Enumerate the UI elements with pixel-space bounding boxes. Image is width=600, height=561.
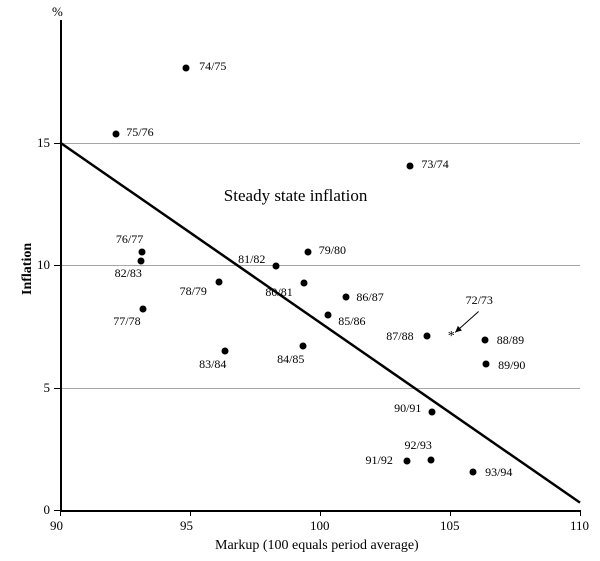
y-tick-label: 15	[37, 135, 50, 151]
scatter-point-label: 78/79	[180, 284, 207, 299]
x-tick-label: 90	[50, 518, 63, 534]
y-tick	[54, 265, 60, 266]
x-tick-label: 100	[310, 518, 330, 534]
scatter-point-dot	[215, 279, 222, 286]
arrow-head-icon	[455, 326, 462, 332]
y-unit-label: %	[52, 4, 63, 20]
scatter-point-dot	[423, 333, 430, 340]
scatter-point-dot	[427, 456, 434, 463]
scatter-point-label: 91/92	[366, 453, 393, 468]
x-tick	[580, 510, 581, 516]
y-tick	[54, 510, 60, 511]
scatter-point-dot	[112, 130, 119, 137]
scatter-point-label: 73/74	[421, 157, 448, 172]
scatter-point-label: 81/82	[238, 252, 265, 267]
scatter-point-dot	[324, 312, 331, 319]
scatter-point-label: 74/75	[199, 59, 226, 74]
y-axis	[60, 20, 62, 510]
x-tick-label: 110	[570, 518, 589, 534]
scatter-point-label: 92/93	[405, 438, 432, 453]
y-tick-label: 5	[44, 380, 51, 396]
scatter-point-label: 88/89	[497, 333, 524, 348]
y-tick-label: 10	[37, 257, 50, 273]
scatter-point-dot	[140, 306, 147, 313]
x-tick	[320, 510, 321, 516]
scatter-point-label: 93/94	[485, 465, 512, 480]
arrow-line	[455, 312, 478, 333]
steady-state-label: Steady state inflation	[224, 186, 368, 206]
scatter-point-label: 76/77	[116, 232, 143, 247]
x-tick-label: 95	[180, 518, 193, 534]
scatter-point-dot	[483, 361, 490, 368]
scatter-point-dot	[183, 64, 190, 71]
scatter-point-dot	[482, 336, 489, 343]
scatter-point-dot	[137, 258, 144, 265]
scatter-point-label: 85/86	[338, 314, 365, 329]
y-gridline	[60, 143, 580, 144]
x-tick	[60, 510, 61, 516]
scatter-point-dot	[305, 248, 312, 255]
scatter-point-label: 77/78	[113, 314, 140, 329]
scatter-point-dot	[222, 347, 229, 354]
scatter-point-label: 87/88	[386, 329, 413, 344]
y-axis-title: Inflation	[20, 243, 36, 295]
x-tick	[450, 510, 451, 516]
scatter-point-dot	[300, 342, 307, 349]
y-tick-label: 0	[44, 502, 51, 518]
y-tick	[54, 143, 60, 144]
y-gridline	[60, 388, 580, 389]
scatter-point-label: 72/73	[466, 293, 493, 308]
scatter-point-dot	[301, 280, 308, 287]
scatter-point-label: 89/90	[498, 358, 525, 373]
scatter-point-label: 79/80	[319, 243, 346, 258]
scatter-point-dot	[406, 162, 413, 169]
scatter-point-label: 82/83	[115, 266, 142, 281]
scatter-chart: 90 95 100 105 110 0 5 10 15 % Markup (100 equal…	[0, 0, 600, 561]
scatter-point-dot	[470, 469, 477, 476]
x-tick-label: 105	[440, 518, 460, 534]
scatter-point-label: 84/85	[277, 352, 304, 367]
scatter-point-dot	[138, 248, 145, 255]
x-axis-title: Markup (100 equals period average)	[215, 538, 419, 554]
scatter-point-dot	[343, 293, 350, 300]
scatter-point-label: 80/81	[265, 285, 292, 300]
scatter-point-label: 90/91	[394, 401, 421, 416]
scatter-point-dot	[404, 458, 411, 465]
scatter-point-dot	[428, 409, 435, 416]
y-tick	[54, 388, 60, 389]
scatter-point-label: 83/84	[199, 357, 226, 372]
scatter-point-label: 75/76	[126, 125, 153, 140]
x-tick	[190, 510, 191, 516]
scatter-point-dot	[272, 263, 279, 270]
scatter-point-label: 86/87	[356, 290, 383, 305]
scatter-point-star: *	[448, 330, 455, 344]
